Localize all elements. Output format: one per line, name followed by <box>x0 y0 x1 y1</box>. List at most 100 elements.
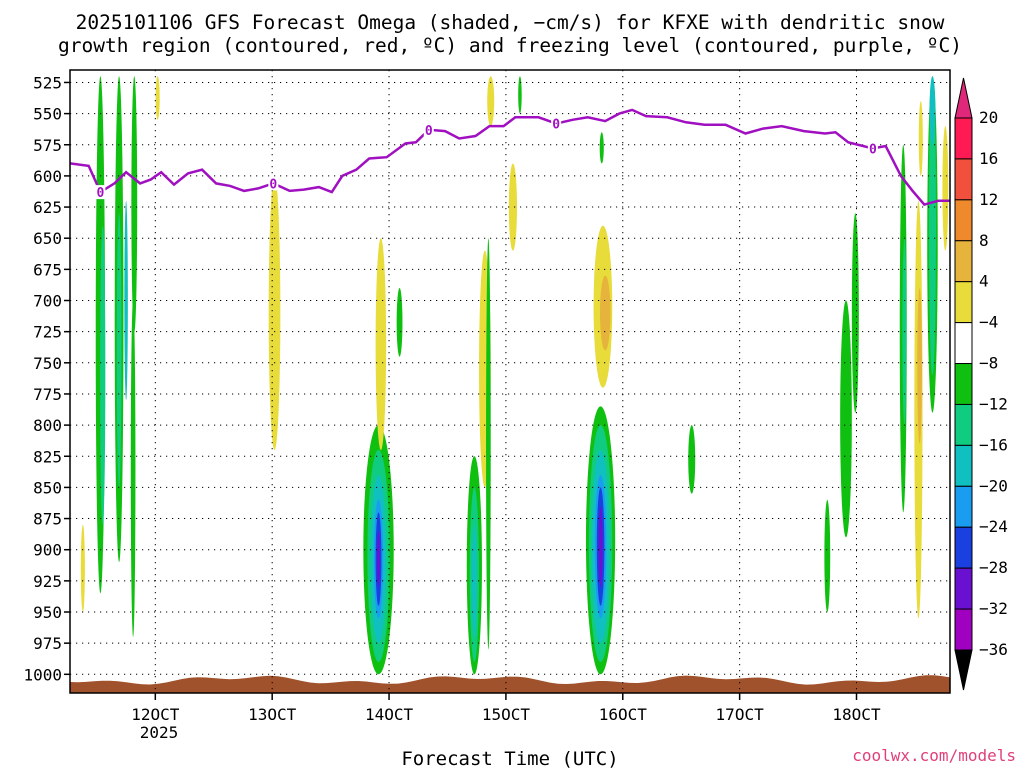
x-tick-label-170: 17OCT <box>716 705 765 724</box>
freezing-label-bg-3 <box>551 116 562 131</box>
ground-fill <box>70 675 950 693</box>
y-tick-label-1000: 1000 <box>23 665 62 684</box>
omega-cell-16 <box>375 238 387 451</box>
omega-cell-22 <box>486 238 491 650</box>
x-tick-label-160: 16OCT <box>599 705 648 724</box>
omega-shading <box>80 76 949 675</box>
watermark: coolwx.com/models <box>852 746 1016 765</box>
ground-surface <box>70 675 950 693</box>
colorbar-box-1 <box>954 158 973 201</box>
x-axis-label: Forecast Time (UTC) <box>401 748 618 768</box>
colorbar-label-3: 8 <box>979 231 989 250</box>
omega-cell-8 <box>268 175 281 451</box>
omega-cell-38 <box>851 213 859 413</box>
omega-cell-4 <box>124 200 128 401</box>
x-axis: 12OCT 13OCT 14OCT 15OCT 16OCT 17OCT 18OCT <box>131 693 881 724</box>
x-tick-label-140: 14OCT <box>365 705 414 724</box>
colorbar-box-12 <box>954 608 973 651</box>
omega-cell-37 <box>840 300 852 538</box>
colorbar-label-8: −16 <box>979 435 1008 454</box>
plot-gridlines <box>70 70 950 693</box>
y-tick-label-525: 525 <box>33 73 62 92</box>
x-tick-label-120: 12OCT <box>131 705 180 724</box>
y-tick-label-700: 700 <box>33 292 62 311</box>
y-tick-label-925: 925 <box>33 572 62 591</box>
omega-cell-20 <box>472 524 477 637</box>
y-tick-label-900: 900 <box>33 541 62 560</box>
freezing-label-bg-1 <box>268 176 279 191</box>
x-tick-label-180: 18OCT <box>832 705 881 724</box>
x-year-label: 2025 <box>140 723 179 742</box>
freezing-label-4: 0 <box>869 142 877 157</box>
omega-cell-15 <box>377 531 381 588</box>
y-tick-label-600: 600 <box>33 167 62 186</box>
colorbar-label-6: −8 <box>979 354 998 373</box>
omega-cell-17 <box>396 288 403 357</box>
omega-cell-3 <box>116 213 122 488</box>
y-tick-label-575: 575 <box>33 136 62 155</box>
omega-cell-6 <box>80 524 85 613</box>
omega-cell-7 <box>130 300 136 637</box>
omega-cell-33 <box>599 275 611 351</box>
y-tick-label-825: 825 <box>33 447 62 466</box>
colorbar-label-13: −36 <box>979 640 1008 659</box>
colorbar-label-2: 12 <box>979 190 998 209</box>
y-axis: 525 550 575 600 625 650 675 700 725 750 775 800 825 8… <box>23 73 70 684</box>
freezing-level-line <box>70 108 950 207</box>
x-tick-label-130: 13OCT <box>248 705 297 724</box>
omega-cell-42 <box>917 288 922 444</box>
freezing-label-bg-2 <box>423 122 434 137</box>
omega-cell-5 <box>131 76 138 332</box>
freezing-label-bg-4 <box>867 141 878 156</box>
freezing-level-contour: 0 0 0 0 0 <box>70 108 950 207</box>
colorbar-box-0 <box>954 117 973 160</box>
colorbar-box-8 <box>954 444 973 487</box>
omega-cell-23 <box>487 76 495 127</box>
y-tick-label-550: 550 <box>33 105 62 124</box>
colorbar-box-10 <box>954 526 973 569</box>
omega-cell-34 <box>599 132 604 164</box>
omega-cell-46 <box>942 126 949 251</box>
chart-title-line1: 2025101106 GFS Forecast Omega (shaded, −… <box>76 11 945 34</box>
colorbar-box-9 <box>954 485 973 528</box>
y-tick-label-750: 750 <box>33 354 62 373</box>
omega-cell-24 <box>508 163 518 251</box>
y-tick-label-975: 975 <box>33 634 62 653</box>
y-tick-label-650: 650 <box>33 229 62 248</box>
freezing-label-3: 0 <box>552 118 560 133</box>
omega-cell-9 <box>155 76 160 120</box>
freezing-label-0: 0 <box>96 186 104 201</box>
colorbar-box-4 <box>954 281 973 324</box>
colorbar-box-2 <box>954 199 973 242</box>
y-tick-label-725: 725 <box>33 323 62 342</box>
colorbar-label-9: −20 <box>979 476 1008 495</box>
colorbar-box-3 <box>954 240 973 283</box>
chart-title-line2: growth region (contoured, red, ºC) and f… <box>58 34 962 57</box>
freezing-label-1: 0 <box>269 177 277 192</box>
freezing-label-2: 0 <box>425 124 433 139</box>
colorbar-label-5: −4 <box>979 313 998 332</box>
y-tick-label-875: 875 <box>33 510 62 529</box>
colorbar-bottom-arrow <box>954 649 973 691</box>
plot-frame <box>69 69 951 694</box>
colorbar-label-7: −12 <box>979 394 1008 413</box>
colorbar-label-4: 4 <box>979 272 989 291</box>
colorbar-label-10: −24 <box>979 517 1008 536</box>
colorbar-label-12: −32 <box>979 599 1008 618</box>
x-tick-label-150: 15OCT <box>482 705 531 724</box>
y-tick-label-800: 800 <box>33 416 62 435</box>
omega-cell-45 <box>929 76 936 145</box>
colorbar-label-0: 20 <box>979 108 998 127</box>
y-tick-label-950: 950 <box>33 603 62 622</box>
colorbar-label-11: −28 <box>979 558 1008 577</box>
omega-cell-35 <box>688 425 696 494</box>
colorbar-box-7 <box>954 403 973 446</box>
colorbar: 20 16 12 8 4 −4 −8 −12 −16 −20 −24 −28 −32 −36 <box>954 77 1008 691</box>
omega-cell-25 <box>518 76 522 114</box>
colorbar-box-5 <box>954 322 973 365</box>
omega-cell-1 <box>100 225 106 525</box>
colorbar-box-11 <box>954 567 973 610</box>
omega-cell-36 <box>824 499 831 613</box>
omega-cell-47 <box>918 101 923 176</box>
